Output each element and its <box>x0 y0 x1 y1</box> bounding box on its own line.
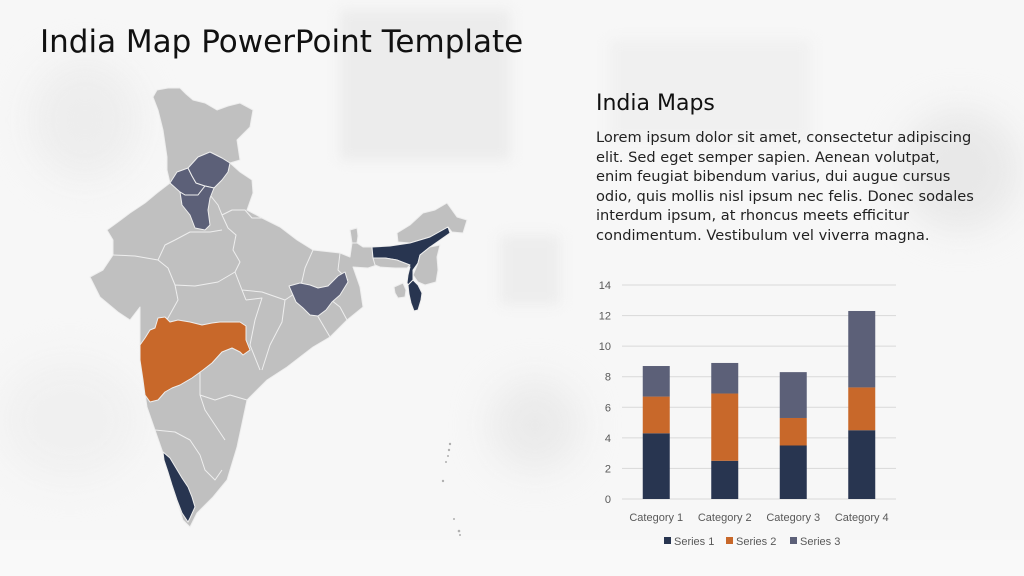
bar-segment-1[interactable] <box>848 430 876 499</box>
map-region-himachal-pradesh[interactable] <box>187 151 231 189</box>
chart-bars <box>642 310 876 500</box>
y-tick-label: 4 <box>605 433 611 445</box>
bg-cup-shape <box>900 110 1020 230</box>
bg-laptop-shape <box>340 10 510 160</box>
bar-segment-2[interactable] <box>642 396 670 434</box>
map-region-meghalaya[interactable] <box>372 257 411 269</box>
bar-segment-2[interactable] <box>711 393 739 461</box>
bg-paper-shape <box>610 40 810 140</box>
body-paragraph: Lorem ipsum dolor sit amet, consectetur … <box>596 129 974 244</box>
map-region-manipur-nagaland[interactable] <box>412 244 441 286</box>
map-region-haryana[interactable] <box>179 185 215 231</box>
map-region-jharkhand[interactable] <box>288 271 349 317</box>
legend-swatch <box>726 537 733 544</box>
bar-segment-3[interactable] <box>779 372 807 418</box>
y-tick-label: 6 <box>605 402 611 414</box>
slide-title: India Map PowerPoint Template <box>40 24 524 60</box>
y-tick-label: 14 <box>599 280 611 292</box>
bg-bottom-band <box>0 540 1024 576</box>
legend-swatch <box>790 537 797 544</box>
chart-legend: Series 1 Series 2 Series 3 <box>664 536 840 548</box>
bg-calculator-shape <box>500 235 560 305</box>
section-title: India Maps <box>596 91 715 116</box>
legend-label[interactable]: Series 2 <box>736 536 776 548</box>
chart-x-axis: Category 1 Category 2 Category 3 Category 4 <box>629 512 888 524</box>
map-region-sikkim[interactable] <box>349 227 359 244</box>
x-tick-label: Category 3 <box>766 512 820 524</box>
map-region-maharashtra[interactable] <box>139 316 251 403</box>
y-tick-label: 12 <box>599 311 611 323</box>
y-tick-label: 0 <box>605 494 611 506</box>
x-tick-label: Category 2 <box>698 512 752 524</box>
y-tick-label: 2 <box>605 463 611 475</box>
bar-segment-1[interactable] <box>642 433 670 499</box>
y-tick-label: 8 <box>605 372 611 384</box>
bar-segment-3[interactable] <box>711 362 739 394</box>
bar-segment-2[interactable] <box>779 417 807 446</box>
bar-segment-2[interactable] <box>848 387 876 431</box>
bar-segment-3[interactable] <box>848 310 876 388</box>
legend-label[interactable]: Series 3 <box>800 536 840 548</box>
x-tick-label: Category 1 <box>629 512 683 524</box>
map-region-tripura[interactable] <box>393 282 407 299</box>
legend-swatch <box>664 537 671 544</box>
chart-y-axis: 0 2 4 6 8 10 12 14 <box>599 280 611 506</box>
map-region-andaman-islands[interactable] <box>441 442 461 536</box>
bar-segment-3[interactable] <box>642 366 670 397</box>
bar-segment-1[interactable] <box>779 445 807 500</box>
bg-glasses-shape <box>490 380 580 470</box>
y-tick-label: 10 <box>599 341 611 353</box>
x-tick-label: Category 4 <box>835 512 889 524</box>
legend-label[interactable]: Series 1 <box>674 536 714 548</box>
bg-hand-shape <box>30 60 140 180</box>
bg-hand-shape-2 <box>0 360 140 480</box>
map-region-kerala[interactable] <box>162 451 196 523</box>
bar-segment-1[interactable] <box>711 460 739 499</box>
map-region-mizoram[interactable] <box>407 279 423 312</box>
